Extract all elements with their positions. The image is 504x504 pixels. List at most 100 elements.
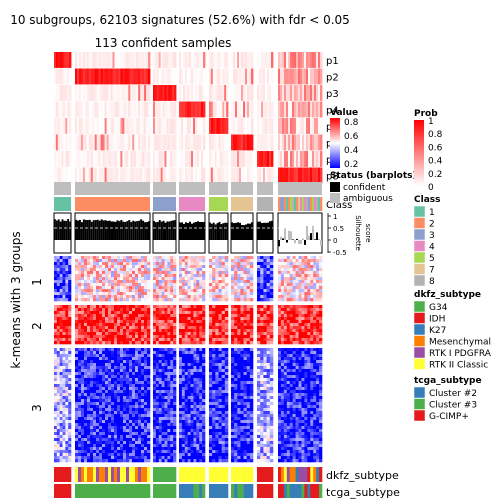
heatmap-cell	[307, 280, 311, 284]
heatmap-cell	[81, 320, 85, 324]
prob-cell	[259, 167, 262, 184]
heatmap-cell	[280, 289, 285, 293]
heatmap-cell	[319, 256, 323, 260]
heatmap-cell	[280, 314, 285, 318]
class-cell-mixed	[278, 197, 281, 211]
heatmap-cell	[65, 414, 69, 418]
heatmap-cell	[155, 363, 160, 367]
heatmap-cell	[126, 341, 130, 345]
heatmap-cell	[54, 423, 58, 427]
heatmap-cell	[147, 450, 151, 454]
heatmap-cell	[212, 256, 216, 260]
heatmap-cell	[54, 420, 58, 424]
heatmap-cell	[108, 283, 112, 287]
prob-cell	[222, 118, 225, 134]
heatmap-cell	[181, 329, 186, 333]
heatmap-cell	[155, 335, 160, 339]
heatmap-cell	[114, 357, 118, 361]
heatmap-cell	[96, 393, 100, 397]
prob-cell	[134, 118, 137, 134]
heatmap-cell	[179, 341, 183, 345]
heatmap-cell	[132, 314, 136, 318]
heatmap-cell	[240, 283, 244, 287]
heatmap-cell	[105, 378, 109, 382]
heatmap-cell	[75, 292, 79, 296]
heatmap-cell	[212, 338, 216, 342]
heatmap-cell	[173, 405, 177, 409]
silhouette-bar	[69, 221, 71, 240]
heatmap-cell	[81, 314, 85, 318]
heatmap-cell	[313, 280, 317, 284]
heatmap-cell	[93, 271, 97, 275]
heatmap-cell	[170, 414, 174, 418]
prob-cell	[170, 151, 173, 167]
heatmap-cell	[181, 314, 186, 318]
prob-cell	[154, 101, 158, 118]
heatmap-cell	[75, 411, 79, 415]
heatmap-cell	[59, 372, 63, 376]
heatmap-cell	[234, 305, 238, 309]
prob-cell	[261, 68, 264, 85]
prob-cell	[140, 151, 143, 167]
prob-cell	[80, 85, 84, 101]
heatmap-cell	[132, 329, 136, 333]
heatmap-cell	[167, 417, 171, 421]
prob-cell	[65, 134, 68, 151]
heatmap-cell	[84, 357, 88, 361]
heatmap-cell	[126, 405, 130, 409]
heatmap-cell	[84, 323, 88, 327]
heatmap-cell	[158, 351, 162, 355]
heatmap-cell	[193, 326, 197, 330]
prob-cell	[112, 68, 115, 85]
heatmap-cell	[99, 417, 103, 421]
prob-cell	[245, 85, 248, 101]
prob-cell	[174, 85, 177, 101]
heatmap-cell	[289, 329, 293, 333]
heatmap-cell	[78, 295, 82, 299]
heatmap-cell	[120, 317, 124, 321]
heatmap-cell	[141, 326, 145, 330]
heatmap-cell	[96, 396, 100, 400]
heatmap-cell	[59, 320, 63, 324]
heatmap-cell	[135, 265, 139, 269]
heatmap-cell	[56, 268, 60, 272]
prob-cell	[82, 101, 86, 118]
heatmap-cell	[138, 375, 142, 379]
heatmap-cell	[102, 351, 106, 355]
heatmap-cell	[138, 271, 142, 275]
heatmap-cell	[105, 335, 109, 339]
heatmap-cell	[266, 277, 271, 281]
heatmap-cell	[316, 320, 320, 324]
heatmap-cell	[147, 268, 151, 272]
heatmap-cell	[164, 286, 168, 290]
heatmap-cell	[295, 320, 299, 324]
heatmap-cell	[260, 311, 264, 315]
heatmap-cell	[141, 354, 145, 358]
heatmap-cell	[167, 329, 171, 333]
heatmap-cell	[164, 317, 168, 321]
heatmap-cell	[266, 326, 271, 330]
heatmap-cell	[87, 375, 91, 379]
heatmap-cell	[173, 357, 177, 361]
heatmap-cell	[120, 375, 124, 379]
heatmap-cell	[280, 308, 285, 312]
heatmap-cell	[59, 256, 63, 260]
prob-cell	[306, 52, 309, 68]
silhouette-bar	[294, 240, 296, 244]
heatmap-cell	[117, 289, 121, 293]
heatmap-cell	[170, 402, 174, 406]
heatmap-cell	[196, 286, 200, 290]
heatmap-cell	[212, 329, 216, 333]
heatmap-cell	[62, 314, 66, 318]
heatmap-cell	[81, 329, 85, 333]
heatmap-cell	[167, 271, 171, 275]
prob-cell	[65, 151, 68, 167]
heatmap-cell	[102, 390, 106, 394]
heatmap-cell	[158, 338, 162, 342]
prob-cell	[63, 85, 66, 101]
prob-cell	[237, 52, 240, 68]
heatmap-cell	[161, 399, 165, 403]
class-cell-3	[153, 197, 176, 211]
heatmap-cell	[147, 326, 151, 330]
